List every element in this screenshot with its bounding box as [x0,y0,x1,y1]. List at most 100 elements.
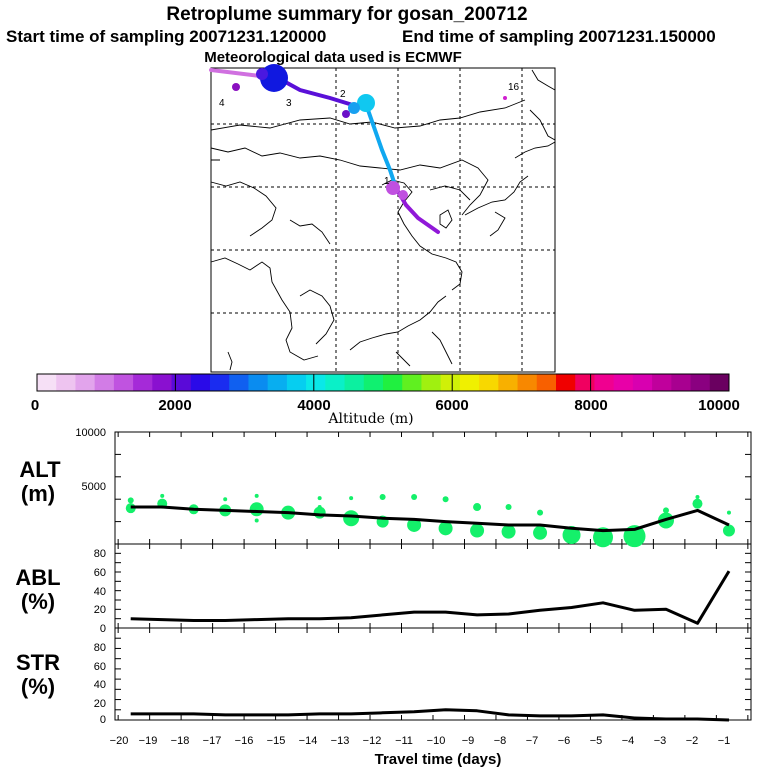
colorbar-cell [190,374,211,391]
abl-ytick-40: 40 [94,586,106,598]
map-graticule [211,68,555,372]
str-ytick-0: 0 [100,714,106,726]
colorbar-cell [344,374,365,391]
trajectory-bubbles [232,64,507,200]
alt-bubble-point [473,503,482,512]
xtick-label-m1: −1 [718,735,731,747]
colorbar-cell [671,374,692,391]
alt-panel-frame [114,431,752,545]
trajectory-map: 4 3 2 1 16 [209,64,556,373]
colorbar-cell [363,374,384,391]
colorbar-tick-4000: 4000 [297,397,330,414]
str-ytick-40: 40 [94,679,106,691]
alt-bubble-point [411,493,418,500]
end-time-label: End time of sampling 20071231.150000 [402,27,716,46]
colorbar-frame [36,373,730,392]
colorbar-cell [306,374,326,391]
xtick-label-m15: −15 [267,735,286,747]
xtick-label-m13: −13 [331,735,350,747]
map-frame [210,67,556,373]
colorbar-major-ticks [174,374,592,391]
colorbar-cell [94,374,115,391]
altitude-colorbar: 0 2000 4000 6000 8000 10000 Altitude (m) [31,373,740,427]
str-series-line [130,708,730,722]
xtick-label-m7: −7 [526,735,539,747]
str-ytick-60: 60 [94,661,106,673]
colorbar-cell [479,374,499,391]
xtick-label-m9: −9 [462,735,475,747]
abl-panel-frame [114,543,752,629]
map-day-label-2: 2 [340,89,346,100]
alt-panel-unit: (m) [21,481,55,506]
xtick-label-m20: −20 [110,735,129,747]
map-day-label-16: 16 [508,82,520,93]
map-coastlines [210,69,556,371]
alt-bubble-point [438,521,453,536]
colorbar-cell [536,374,557,391]
met-data-label: Meteorological data used is ECMWF [204,49,462,66]
alt-bubble-point [254,518,259,523]
alt-bubble-point [695,494,700,499]
alt-bubble-point [343,510,360,527]
colorbar-cell [632,374,653,391]
alt-bubble-point [317,505,322,510]
colorbar-cell [267,374,288,391]
alt-bubble-point [223,497,228,502]
alt-bubble-point [662,507,669,514]
alt-bubble-point [349,496,354,501]
abl-ytick-80: 80 [94,548,106,560]
str-panel-unit: (%) [21,674,55,699]
colorbar-tick-6000: 6000 [435,397,468,414]
alt-bubble-point [470,523,485,538]
alt-bubble-point [442,496,449,503]
colorbar-cell [613,374,634,391]
alt-bubble-point [317,496,322,501]
colorbar-cell [440,374,461,391]
alt-bubble-point [160,493,165,498]
abl-panel-label: ABL [15,565,60,590]
map-day-label-1: 1 [384,176,390,187]
alt-bubble-point [722,524,735,537]
x-axis-tick-labels: −20 −19 −18 −17 −16 −15 −14 −13 −12 −11 … [110,735,731,747]
alt-bubble-point [562,526,581,545]
colorbar-cell [229,374,249,391]
xtick-label-m19: −19 [139,735,158,747]
colorbar-cell [286,374,307,391]
xtick-label-m3: −3 [654,735,667,747]
alt-bubble-point [127,497,134,504]
colorbar-cell [690,374,711,391]
colorbar-title: Altitude (m) [327,411,413,427]
xtick-label-m18: −18 [171,735,190,747]
alt-bubble-point [501,524,516,539]
xtick-label-m8: −8 [494,735,507,747]
colorbar-cell [517,374,538,391]
alt-bubble-point [505,504,512,511]
abl-series-line [130,570,731,625]
xtick-label-m4: −4 [622,735,635,747]
xtick-label-m17: −17 [203,735,222,747]
xtick-label-m14: −14 [299,735,318,747]
colorbar-cell [498,374,519,391]
colorbar-cell [652,374,672,391]
alt-panel-label: ALT [19,457,61,482]
alt-bubble-point [593,527,614,548]
map-day-label-4: 4 [219,98,225,109]
alt-bubble-point [726,510,731,515]
xtick-label-m2: −2 [686,735,699,747]
str-ytick-labels: 80 60 40 20 0 [94,642,106,726]
colorbar-cell [402,374,422,391]
alt-ytick-5000: 5000 [82,481,106,493]
alt-bubble-point [407,517,422,532]
colorbar-cell [37,374,57,391]
str-panel-frame [114,627,752,721]
str-ytick-20: 20 [94,698,106,710]
abl-ytick-60: 60 [94,567,106,579]
abl-panel-unit: (%) [21,589,55,614]
colorbar-cell [325,374,346,391]
map-day-label-3: 3 [286,98,292,109]
alt-bubble-point [254,493,259,498]
colorbar-cell [56,374,76,391]
colorbar-cell [152,374,173,391]
colorbar-cell [133,374,153,391]
